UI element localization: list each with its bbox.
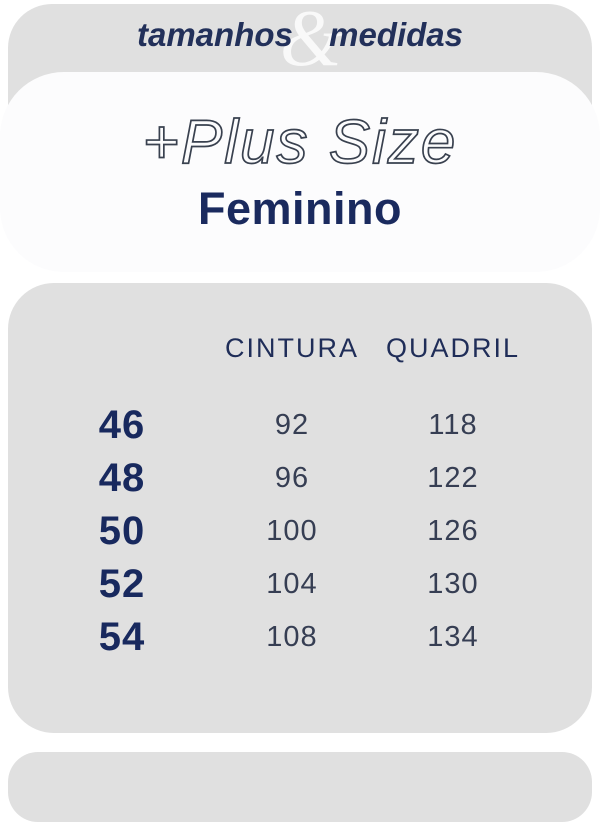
cintura-value: 108	[266, 621, 318, 653]
quadril-value: 134	[427, 621, 479, 653]
quadril-value: 118	[428, 409, 478, 441]
cintura-value: 96	[274, 462, 310, 494]
column-header-cintura: CINTURA	[225, 332, 359, 363]
quadril-value: 122	[427, 462, 479, 494]
hero-card: +Plus Size Feminino	[0, 72, 600, 272]
hero-subtitle: Feminino	[198, 183, 402, 234]
cintura-value: 100	[266, 515, 318, 547]
quadril-value: 130	[427, 568, 479, 600]
table-header-row: CINTURA QUADRIL	[8, 328, 592, 368]
size-cell: 50	[98, 509, 146, 553]
table-header-spacer	[8, 328, 236, 368]
header-title: tamanhos & medidas	[137, 0, 463, 83]
column-header-quadril: QUADRIL	[385, 332, 521, 363]
cintura-value: 92	[274, 409, 310, 441]
size-cell: 52	[98, 562, 146, 606]
size-cell: 48	[98, 456, 146, 500]
header-word-left: tamanhos	[137, 16, 293, 53]
hero-title: +Plus Size	[142, 108, 458, 177]
size-cell: 46	[98, 403, 146, 447]
size-table-card: CINTURA QUADRIL 46 92 118 48 96 122 50 1…	[8, 283, 592, 733]
table-body: 46 92 118 48 96 122 50 100 126 52 104 13…	[8, 399, 592, 664]
footer-band	[8, 752, 592, 822]
cintura-value: 104	[266, 568, 318, 600]
quadril-value: 126	[427, 515, 479, 547]
header-word-right: medidas	[329, 16, 463, 53]
size-cell: 54	[98, 615, 146, 659]
